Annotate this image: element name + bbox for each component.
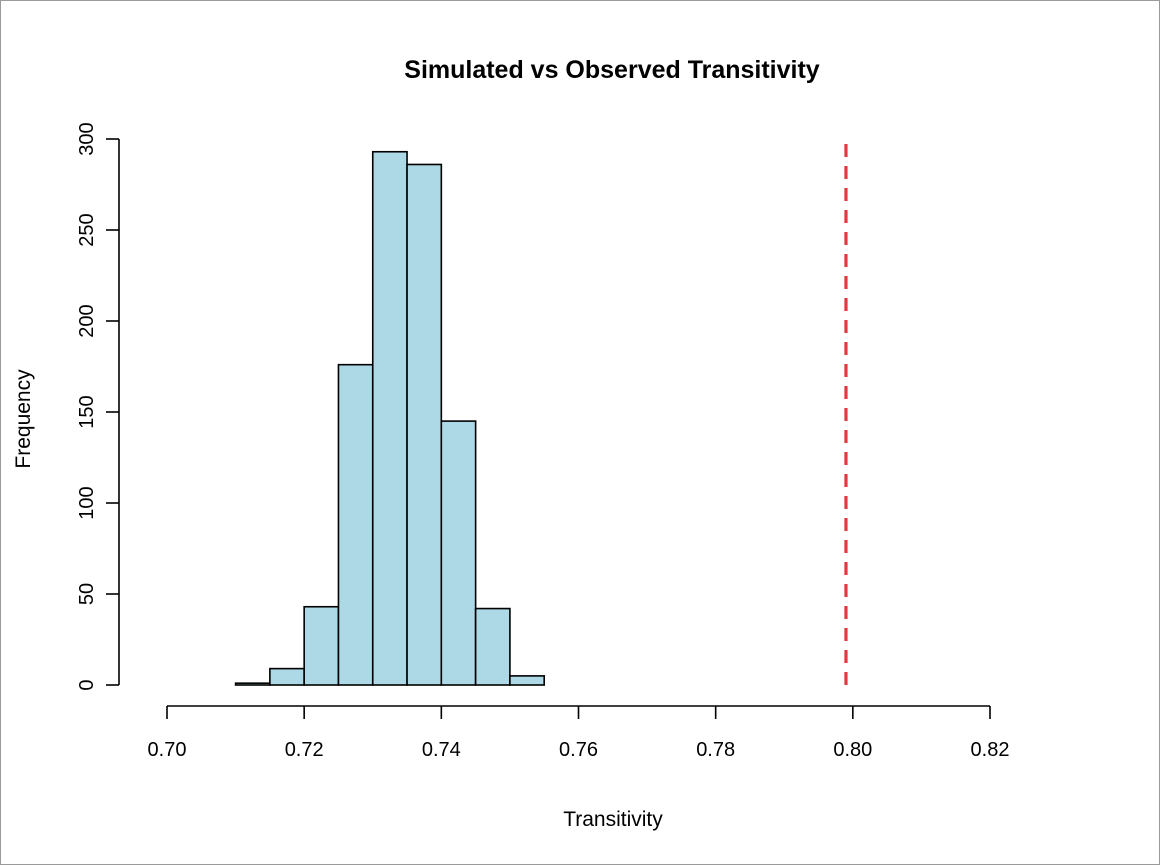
- y-tick-label-5: 250: [76, 213, 98, 246]
- y-axis-label: Frequency: [12, 369, 35, 469]
- x-tick-label-0: 0.70: [148, 739, 187, 761]
- histogram-bar-2: [303, 605, 340, 686]
- y-tick-label-2: 100: [76, 486, 98, 519]
- x-axis: 0.70 0.72 0.74 0.76 0.78 0.80 0.82: [148, 705, 1010, 761]
- y-tick-label-3: 150: [76, 395, 98, 428]
- y-axis: 0 50 100 150 200 250 300: [76, 122, 120, 691]
- histogram-bar-7: [474, 607, 511, 686]
- histogram-bar-4: [371, 150, 408, 686]
- x-tick-label-2: 0.74: [422, 739, 461, 761]
- x-tick-label-4: 0.78: [696, 739, 735, 761]
- x-tick-label-6: 0.82: [971, 739, 1010, 761]
- bars-layer: [234, 150, 546, 686]
- y-tick-label-6: 300: [76, 122, 98, 155]
- histogram-bar-3: [337, 363, 374, 686]
- x-tick-label-3: 0.76: [559, 739, 598, 761]
- histogram-bar-0: [234, 682, 271, 686]
- y-tick-label-0: 0: [76, 679, 98, 690]
- histogram-bar-8: [509, 675, 546, 686]
- x-tick-label-1: 0.72: [285, 739, 324, 761]
- histogram-bar-1: [269, 667, 305, 686]
- histogram-bar-6: [440, 420, 477, 686]
- y-tick-label-1: 50: [76, 583, 98, 605]
- chart-title: Simulated vs Observed Transitivity: [404, 56, 820, 84]
- x-axis-label: Transitivity: [563, 808, 663, 831]
- y-tick-label-4: 200: [76, 304, 98, 337]
- x-tick-label-5: 0.80: [833, 739, 872, 761]
- histogram-bar-5: [406, 163, 443, 686]
